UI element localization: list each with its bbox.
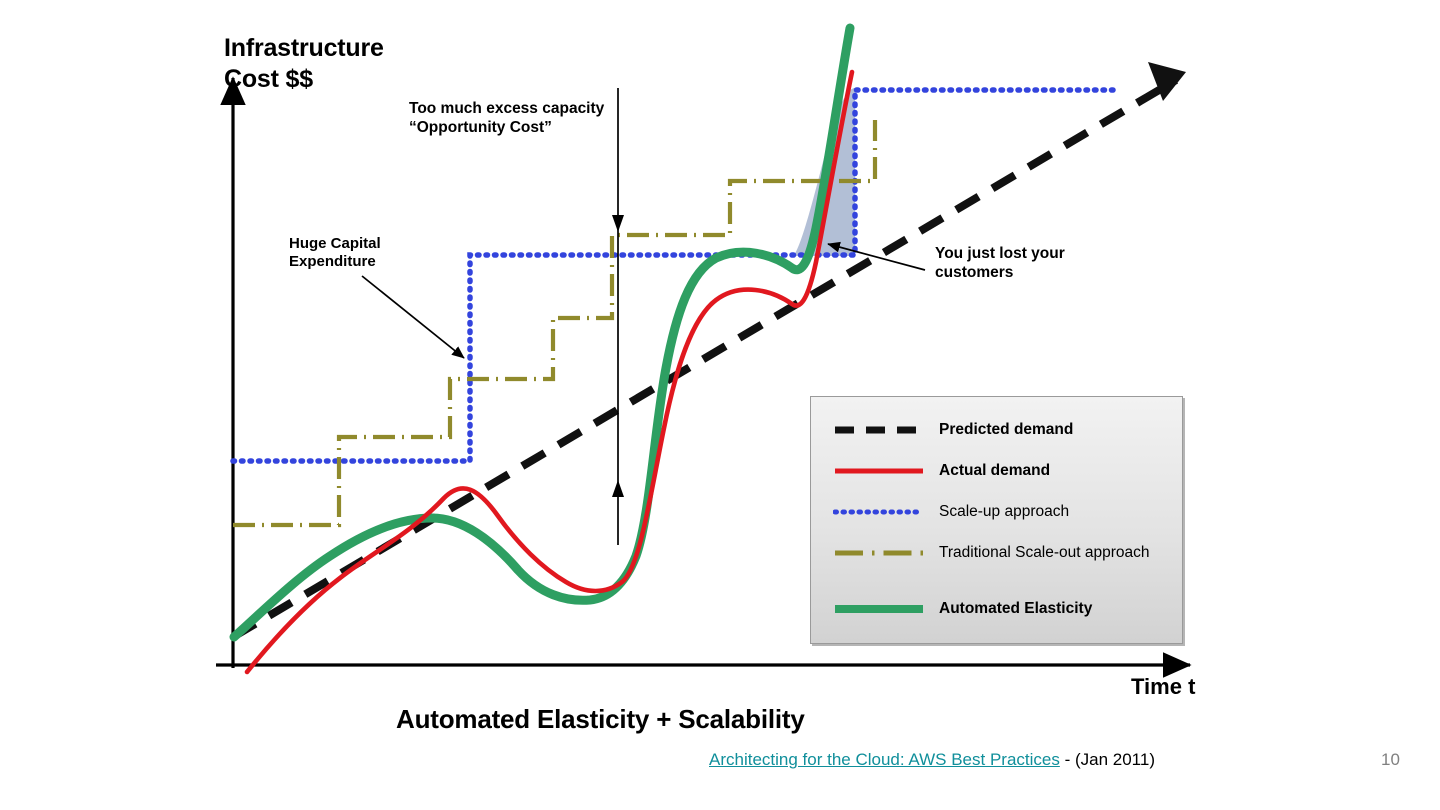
annotation-lost-customers-line2: customers <box>935 263 1014 281</box>
series-actual-demand <box>244 69 855 675</box>
legend-label-predicted-demand: Predicted demand <box>939 421 1074 438</box>
legend-item-scale-up-approach: Scale-up approach <box>811 497 1182 527</box>
y-axis-title-line1: Infrastructure <box>224 34 384 62</box>
footer-date: - (Jan 2011) <box>1059 750 1155 769</box>
legend-swatch-thick-green-line <box>833 598 925 620</box>
legend-item-actual-demand: Actual demand <box>811 456 1182 486</box>
annotation-lost-customers-line1: You just lost your <box>935 245 1065 262</box>
y-axis-title-line2: Cost $$ <box>224 64 313 93</box>
x-axis-title: Time t <box>1131 674 1196 699</box>
legend-swatch-solid-red-line <box>833 460 925 482</box>
annotation-capex-line1: Huge Capital <box>289 235 381 252</box>
legend-item-automated-elasticity: Automated Elasticity <box>811 594 1182 624</box>
annotation-opportunity-cost: Too much excess capacity “Opportunity Cos… <box>409 100 604 138</box>
slide-footer: Architecting for the Cloud: AWS Best Pra… <box>0 750 1440 790</box>
opportunity-cost-arrow-top <box>612 215 624 232</box>
legend-label-scale-out-approach: Traditional Scale-out approach <box>939 544 1150 561</box>
lost-customers-leader-line <box>827 241 926 271</box>
capex-leader-line <box>361 275 465 359</box>
chart-legend: Predicted demand Actual demand Scale-up … <box>810 396 1183 644</box>
legend-swatch-dashed-line <box>833 419 925 441</box>
legend-swatch-dotted-blue-line <box>833 501 925 523</box>
annotation-capex-line2: Expenditure <box>289 253 376 271</box>
legend-item-scale-out-approach: Traditional Scale-out approach <box>811 538 1182 568</box>
y-axis-title: Infrastructure Cost $$ <box>224 33 384 94</box>
legend-label-actual-demand: Actual demand <box>939 462 1051 479</box>
source-link[interactable]: Architecting for the Cloud: AWS Best Pra… <box>709 750 1060 769</box>
legend-swatch-dashdot-olive-line <box>833 542 925 564</box>
annotation-lost-customers: You just lost your customers <box>935 245 1065 283</box>
page-number: 10 <box>1381 750 1400 769</box>
footer-credit: Architecting for the Cloud: AWS Best Pra… <box>709 750 1155 770</box>
annotation-opportunity-cost-line2: “Opportunity Cost” <box>409 118 552 136</box>
legend-label-scale-up-approach: Scale-up approach <box>939 503 1070 520</box>
chart-caption: Automated Elasticity + Scalability <box>396 704 805 734</box>
opportunity-cost-arrow-bottom <box>612 480 624 497</box>
predicted-demand-arrowhead <box>1148 62 1186 101</box>
annotation-huge-capital-expenditure: Huge Capital Expenditure <box>289 235 381 272</box>
annotation-opportunity-cost-line1: Too much excess capacity <box>409 100 605 117</box>
series-scale-up-approach <box>230 87 1120 464</box>
legend-item-predicted-demand: Predicted demand <box>811 415 1182 445</box>
legend-label-automated-elasticity: Automated Elasticity <box>939 600 1093 617</box>
series-scale-out-approach <box>233 120 878 528</box>
